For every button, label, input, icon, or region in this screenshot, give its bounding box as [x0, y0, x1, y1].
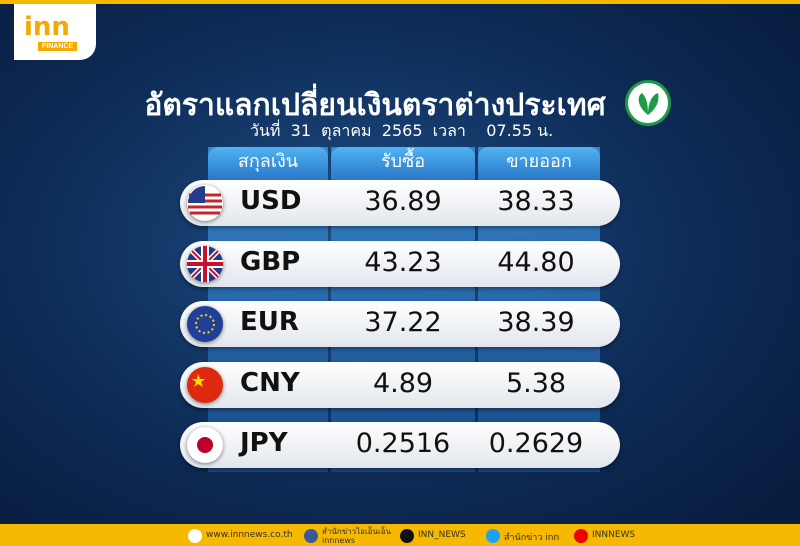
title: อัตราแลกเปลี่ยนเงินตราต่างประเทศ	[144, 88, 606, 123]
facebook: สำนักข่าวไอเอ็นเอ็น	[322, 527, 391, 536]
tiktok: INN_NEWS	[418, 530, 466, 540]
flag-icon	[186, 305, 224, 347]
youtube-icon	[574, 529, 588, 543]
buy-rate: 0.2516	[355, 428, 451, 459]
currency-code: EUR	[240, 307, 299, 337]
website: www.innnews.co.th	[206, 530, 293, 540]
web-icon	[188, 529, 202, 543]
subtitle: วันที่ 31 ตุลาคม 2565 เวลา 07.55 น.	[250, 121, 554, 140]
table-row: GBP 43.23 44.80	[180, 241, 620, 287]
column-header: ขายออก	[478, 147, 600, 177]
sell-rate: 0.2629	[488, 428, 584, 459]
bank-logo-icon	[638, 93, 659, 115]
flag	[187, 246, 223, 282]
flag	[187, 306, 223, 342]
flag	[187, 367, 223, 403]
sell-rate: 44.80	[497, 247, 575, 278]
flag	[187, 185, 223, 221]
sell-rate: 38.33	[497, 186, 575, 217]
currency-code: USD	[240, 186, 302, 216]
bank-logo	[625, 80, 671, 126]
currency-code: GBP	[240, 247, 301, 277]
table-row: JPY 0.2516 0.2629	[180, 422, 620, 468]
flag-icon	[186, 426, 224, 468]
column-header: สกุลเงิน	[208, 147, 328, 177]
twitter-icon	[486, 529, 500, 543]
twitter: สำนักข่าว inn	[504, 533, 560, 543]
currency-code: CNY	[240, 368, 300, 398]
table-row: EUR 37.22 38.39	[180, 301, 620, 347]
flag-icon	[186, 184, 224, 226]
facebook-icon	[304, 529, 318, 543]
logo-tag: FINANCE	[38, 42, 78, 51]
flag-icon	[186, 245, 224, 287]
table-row: USD 36.89 38.33	[180, 180, 620, 226]
tiktok-icon	[400, 529, 414, 543]
buy-rate: 43.23	[364, 247, 442, 278]
table-row: CNY 4.89 5.38	[180, 362, 620, 408]
buy-rate: 37.22	[364, 307, 442, 338]
youtube: INNNEWS	[592, 530, 636, 540]
logo: inn FINANCE	[14, 4, 96, 60]
flag-icon	[186, 366, 224, 408]
buy-rate: 36.89	[364, 186, 442, 217]
column-header: รับซื้อ	[331, 147, 475, 177]
sell-rate: 5.38	[505, 368, 567, 399]
buy-rate: 4.89	[372, 368, 434, 399]
currency-code: JPY	[240, 428, 288, 458]
footer: www.innnews.co.th สำนักข่าวไอเอ็นเอ็น in…	[0, 524, 800, 546]
logo-name: inn	[24, 12, 70, 42]
sell-rate: 38.39	[497, 307, 575, 338]
flag	[187, 427, 223, 463]
facebook-handle: innnews	[322, 536, 356, 545]
